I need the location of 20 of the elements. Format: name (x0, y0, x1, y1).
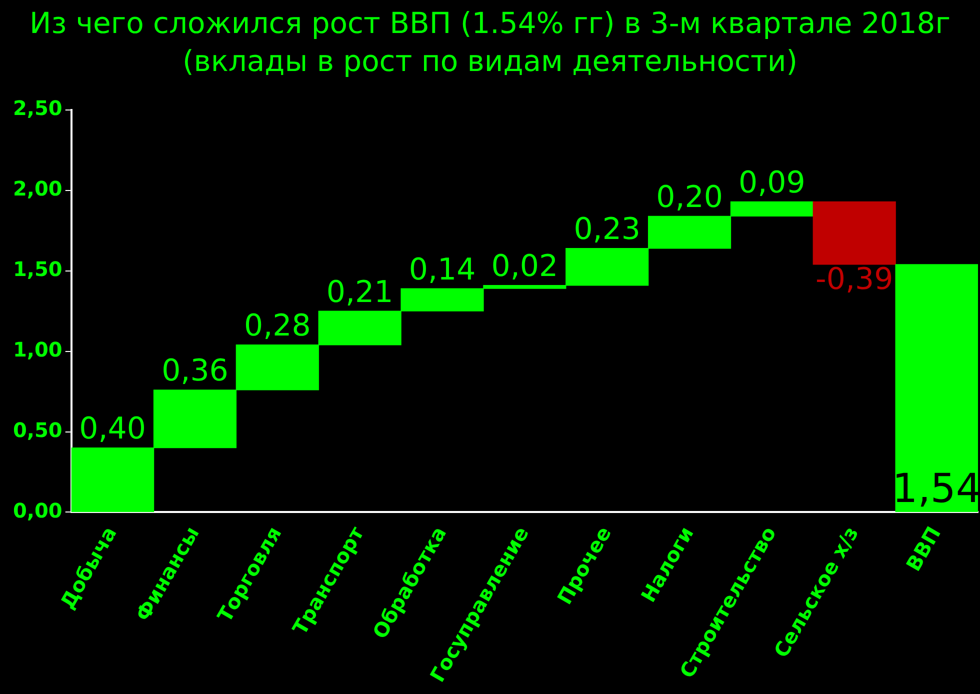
y-tick-label: 1,00 (12, 338, 62, 362)
chart-title: Из чего сложился рост ВВП (1.54% гг) в 3-м квартале 2018г (вклады в рост по видам деятельности) (28, 5, 952, 80)
data-label: 0,09 (738, 166, 806, 200)
bar (812, 201, 896, 265)
bar (895, 264, 978, 512)
data-label: 0,14 (408, 252, 476, 288)
data-label: 1,54 (892, 466, 980, 512)
data-label: 0,02 (491, 249, 558, 284)
data-label: 0,28 (244, 308, 311, 344)
data-label: 0,40 (79, 412, 146, 447)
data-label: 0,20 (656, 180, 723, 215)
data-label: 0,23 (574, 212, 640, 248)
y-tick-label: 2,50 (12, 96, 62, 120)
y-tick-label: 0,00 (12, 498, 62, 522)
data-label: 0,21 (326, 274, 394, 310)
y-tick-label: 0,50 (12, 418, 62, 442)
y-tick-label: 2,00 (12, 176, 62, 201)
data-label: 0,36 (162, 354, 228, 389)
y-tick-label: 1,50 (12, 257, 62, 282)
data-label: -0,39 (816, 262, 894, 298)
